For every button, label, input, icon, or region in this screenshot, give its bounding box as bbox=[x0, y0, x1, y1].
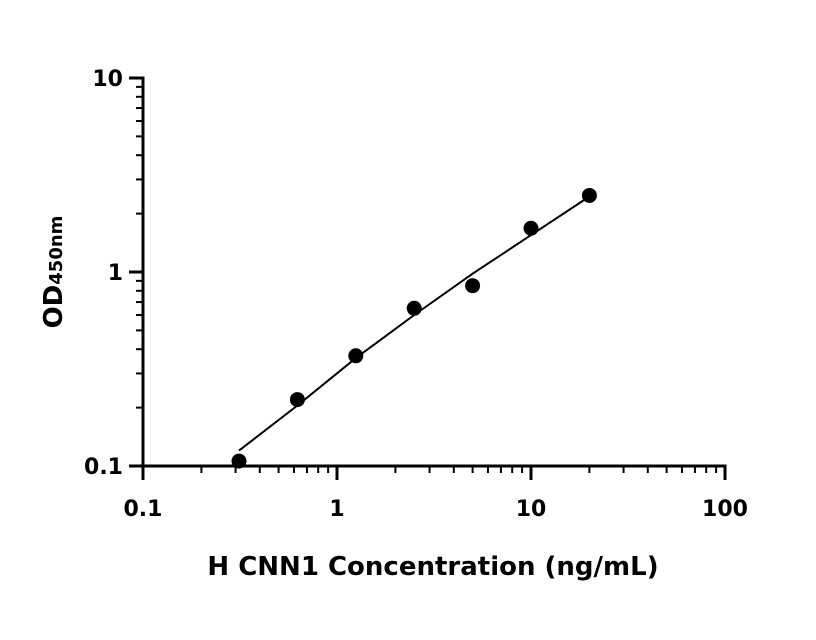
data-point bbox=[465, 278, 481, 294]
data-point bbox=[289, 392, 305, 408]
x-tick-label: 0.1 bbox=[124, 497, 163, 522]
y-tick-label: 0.1 bbox=[84, 455, 123, 480]
data-point bbox=[406, 300, 422, 316]
x-tick-label: 1 bbox=[329, 497, 344, 522]
data-point bbox=[581, 187, 597, 203]
data-point bbox=[523, 220, 539, 236]
y-tick-label: 10 bbox=[92, 67, 123, 92]
plot-area bbox=[231, 187, 597, 469]
x-tick-label: 100 bbox=[702, 497, 748, 522]
data-point bbox=[348, 348, 364, 364]
x-axis-title: H CNN1 Concentration (ng/mL) bbox=[207, 552, 658, 582]
y-tick-label: 1 bbox=[108, 261, 123, 286]
y-axis: 0.1 1 10 bbox=[84, 67, 145, 480]
x-tick-label: 10 bbox=[516, 497, 547, 522]
x-axis: 0.1 1 10 100 bbox=[124, 464, 748, 522]
fit-line bbox=[238, 195, 590, 452]
y-axis-title-main: OD bbox=[39, 285, 69, 329]
y-axis-title: OD450nm bbox=[39, 216, 69, 329]
y-axis-title-sub: 450nm bbox=[46, 216, 67, 285]
